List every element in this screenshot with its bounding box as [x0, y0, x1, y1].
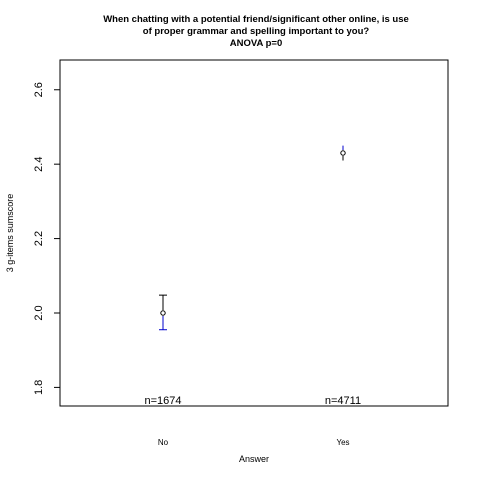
y-axis-label: 3 g-items sumscore: [5, 194, 15, 273]
x-tick-label-yes: Yes: [336, 438, 349, 447]
x-axis-label: Answer: [239, 454, 269, 464]
y-axis: 1.8 2.0 2.2 2.4 2.6: [33, 82, 61, 395]
y-tick-label-1: 2.0: [33, 305, 45, 320]
plot-frame: [59, 59, 449, 407]
mean-point-yes: [340, 150, 346, 156]
mean-point-no: [160, 310, 166, 316]
n-label-no: n=1674: [144, 395, 181, 407]
x-tick-label-no: No: [158, 438, 169, 447]
y-tick-label-3: 2.4: [33, 157, 45, 172]
data-marks: [159, 145, 346, 331]
y-tick-label-4: 2.6: [33, 82, 45, 97]
chart-title-line-2: of proper grammar and spelling important…: [143, 26, 370, 37]
y-tick-label-0: 1.8: [33, 380, 45, 395]
n-label-yes: n=4711: [325, 395, 361, 407]
y-tick-label-2: 2.2: [33, 231, 45, 246]
chart-title-line-1: When chatting with a potential friend/si…: [103, 14, 409, 25]
chart-title-line-3: ANOVA p=0: [230, 38, 283, 49]
